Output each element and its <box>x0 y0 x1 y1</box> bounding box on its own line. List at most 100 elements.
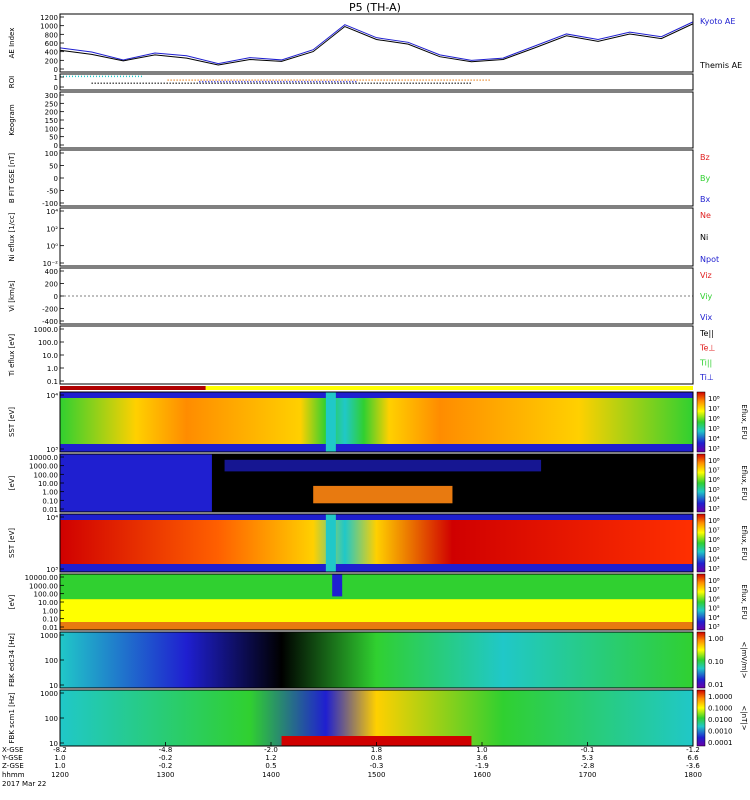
x-axis-row-label: X-GSE <box>2 746 24 754</box>
x-axis-row-label: Y-GSE <box>1 754 23 762</box>
heatmap-background <box>60 392 693 452</box>
y-tick-label: 800 <box>45 31 58 39</box>
colorbar-label: <|nT|> <box>740 705 748 730</box>
colorbar-tick: 10⁶ <box>708 476 720 484</box>
y-tick-label: 0.10 <box>42 616 58 624</box>
panel-7: 1000.0 100.0 10.0 1.0 0.1 Ti eflux [eV] Te|| Te… <box>8 325 715 386</box>
y-tick-label: 1000 <box>40 632 58 640</box>
y-gse-value: 6.6 <box>687 754 699 762</box>
colorbar <box>696 631 706 689</box>
y-gse-value: 5.3 <box>582 754 593 762</box>
heatmap-center-stripe <box>332 574 343 597</box>
y-tick-label: 400 <box>45 49 58 57</box>
y-tick-label: 100.00 <box>34 471 59 479</box>
y-tick-label: 250 <box>45 100 58 108</box>
y-tick-label: 0.1 <box>47 378 58 386</box>
y-tick-label: 0 <box>54 175 58 183</box>
y-tick-label: 10³ <box>46 446 58 454</box>
heatmap-bottom-band <box>60 444 693 452</box>
y-axis-label: SST [eV] <box>8 407 16 437</box>
y-tick-label: 50 <box>49 134 58 142</box>
z-gse-value: 0.5 <box>265 762 276 770</box>
y-axis-label: Vi [km/s] <box>8 280 16 311</box>
y-tick-label: -400 <box>42 318 58 326</box>
colorbar-tick: 10³ <box>708 623 720 631</box>
colorbar-tick: 10⁶ <box>708 595 720 603</box>
panel-2: 1 0 ROI <box>8 73 694 92</box>
colorbar-tick: 10³ <box>708 445 720 453</box>
y-tick-label: 50 <box>49 163 58 171</box>
colorbar-tick: 10⁸ <box>708 395 720 403</box>
y-tick-label: 100 <box>45 657 58 665</box>
x-gse-value: 1.0 <box>476 746 487 754</box>
time-tick-label: 1500 <box>368 771 386 779</box>
colorbar-tick: 0.0001 <box>708 739 733 747</box>
y-tick-label: 100.0 <box>38 339 58 347</box>
heatmap-background <box>60 514 693 572</box>
y-tick-label: 400 <box>45 268 58 276</box>
colorbar-tick: 10⁸ <box>708 457 720 465</box>
time-tick-label: 1700 <box>579 771 597 779</box>
series-line-1 <box>59 21 694 65</box>
colorbar-tick: 10⁷ <box>708 586 720 594</box>
heatmap-bottom-block <box>281 736 472 746</box>
panel-frame <box>59 391 694 453</box>
y-axis-label: ROI <box>8 76 16 88</box>
colorbar-label: Eflux, EFU <box>740 584 748 619</box>
y-tick-label: 10000.00 <box>25 574 58 582</box>
colorbar-tick: 10⁴ <box>708 495 720 503</box>
panel-4: 100 50 0 -50 -100 B FIT GSE [nT] Bz By Bx <box>8 149 710 208</box>
colorbar-tick: 10⁷ <box>708 527 720 535</box>
x-gse-value: -8.2 <box>53 746 67 754</box>
y-tick-label: 100 <box>45 150 58 158</box>
legend-entry: Viz <box>700 271 712 280</box>
z-gse-value: -3.6 <box>686 762 700 770</box>
y-axis-label: Ni eflux [1/cc] <box>8 212 16 261</box>
panel-8: 10⁸ 10⁷ 10⁶ 10⁵ 10⁴ 10³ Eflux, EFU 10⁴ 10³ SST [e… <box>8 391 748 454</box>
y-tick-label: 0 <box>54 84 58 92</box>
y-tick-label: 0 <box>54 293 58 301</box>
heatmap-bottom-band <box>60 622 693 630</box>
y-tick-label: -200 <box>42 306 58 314</box>
colorbar-tick: 0.1000 <box>708 705 733 713</box>
y-tick-label: 100 <box>45 715 58 723</box>
orbit-bar-segment <box>60 386 206 390</box>
figure-title: P5 (TH-A) <box>349 1 401 14</box>
legend-entry: Te⊥ <box>699 344 715 353</box>
colorbar-tick: 10⁷ <box>708 467 720 475</box>
time-tick-label: 1400 <box>262 771 280 779</box>
y-gse-value: -0.2 <box>159 754 173 762</box>
panel-frame <box>59 513 694 573</box>
x-axis-row-label: hhmm <box>2 771 25 779</box>
colorbar-tick: 10⁶ <box>708 536 720 544</box>
y-tick-label: 10 <box>49 740 58 748</box>
colorbar-tick: 10⁸ <box>708 517 720 525</box>
colorbar-tick: 10⁵ <box>708 605 720 613</box>
colorbar-label: Eflux, EFU <box>740 404 748 439</box>
heatmap-center-stripe <box>325 392 336 452</box>
y-tick-label: 0 <box>54 142 58 150</box>
y-tick-label: 10 <box>49 682 58 690</box>
colorbar <box>696 513 706 573</box>
z-gse-value: -0.2 <box>159 762 173 770</box>
colorbar-tick: 0.01 <box>708 681 724 689</box>
panel-13: 1.0000 0.1000 0.0100 0.0010 0.0001 <|nT|> 1000… <box>8 689 748 748</box>
y-axis-label: [eV] <box>8 475 16 490</box>
time-tick-label: 1200 <box>51 771 69 779</box>
colorbar-tick: 10⁶ <box>708 415 720 423</box>
heatmap-top-block <box>224 459 542 472</box>
legend-entry: Bz <box>700 153 710 162</box>
colorbar-tick: 1.00 <box>708 635 724 643</box>
y-tick-label: 0.10 <box>42 497 58 505</box>
legend-entry: By <box>700 174 710 183</box>
y-gse-value: 0.8 <box>371 754 382 762</box>
colorbar-tick: 10⁷ <box>708 405 720 413</box>
colorbar-tick: 10³ <box>708 505 720 513</box>
y-tick-label: 1000.0 <box>34 326 59 334</box>
